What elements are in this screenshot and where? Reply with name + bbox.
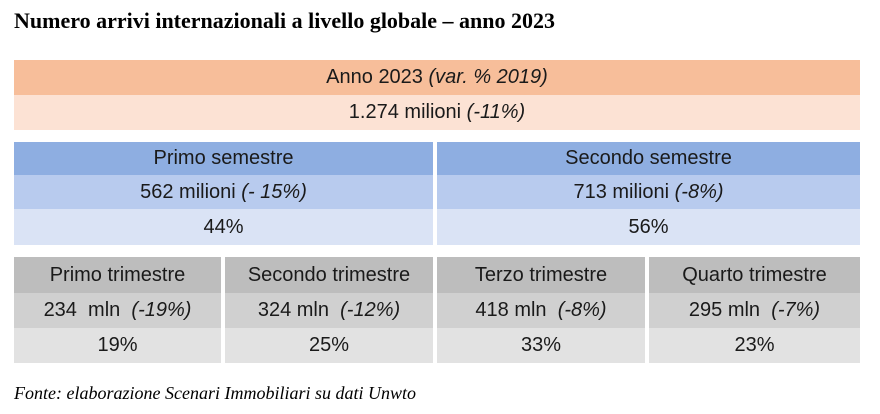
semester-1-change: (- 15%) <box>241 180 307 203</box>
quarter-3-change: (-8%) <box>557 299 607 321</box>
semester-2-share: 56% <box>628 215 669 238</box>
quarter-1-share: 19% <box>97 334 138 356</box>
semester-1-share: 44% <box>203 215 244 238</box>
quarter-2-value: 324 mln <box>257 299 329 321</box>
quarter-4-label: Quarto trimestre <box>682 263 827 286</box>
quarter-3-label: Terzo trimestre <box>474 263 608 286</box>
semester-1-share-cell: 44% <box>14 209 433 245</box>
quarter-4-share: 23% <box>734 334 775 356</box>
semester-2-change: (-8%) <box>674 180 724 203</box>
quarter-3-share: 33% <box>520 334 562 356</box>
year-total-cell: 1.274 milioni (-11%) <box>14 95 860 130</box>
semester-2-label: Secondo semestre <box>565 147 732 169</box>
quarter-4-value: 295 mln <box>688 299 761 321</box>
source-note: Fonte: elaborazione Scenari Immobiliari … <box>14 383 416 403</box>
quarter-4-header: Quarto trimestre <box>649 257 860 293</box>
quarter-2-value-cell: 324 mln (-12%) <box>225 293 433 328</box>
semester-1-header: Primo semestre <box>14 142 433 175</box>
quarter-1-change: (-19%) <box>131 299 192 321</box>
year-header-label: Anno 2023 <box>326 66 423 88</box>
quarter-1-label: Primo trimestre <box>49 263 186 286</box>
quarter-4-share-cell: 23% <box>649 328 860 363</box>
quarter-1-header: Primo trimestre <box>14 257 221 293</box>
quarter-3-share-cell: 33% <box>437 328 645 363</box>
semester-2-header: Secondo semestre <box>437 142 860 175</box>
quarter-2-share-cell: 25% <box>225 328 433 363</box>
quarter-1-share-cell: 19% <box>14 328 221 363</box>
semester-2-value-cell: 713 milioni (-8%) <box>437 175 860 209</box>
semester-2-share-cell: 56% <box>437 209 860 245</box>
quarter-3-header: Terzo trimestre <box>437 257 645 293</box>
year-total-change: (-11%) <box>466 101 526 123</box>
quarter-4-change: (-7%) <box>771 299 821 321</box>
semester-1-value-cell: 562 milioni (- 15%) <box>14 175 433 209</box>
quarter-1-value-cell: 234 mln (-19%) <box>14 293 221 328</box>
semester-1-label: Primo semestre <box>153 147 294 169</box>
quarter-2-header: Secondo trimestre <box>225 257 433 293</box>
year-header-note: (var. % 2019) <box>428 66 548 88</box>
quarter-3-value-cell: 418 mln (-8%) <box>437 293 645 328</box>
year-header-cell: Anno 2023 (var. % 2019) <box>14 60 860 95</box>
page-title: Numero arrivi internazionali a livello g… <box>14 8 556 33</box>
quarter-2-change: (-12%) <box>340 299 401 321</box>
quarter-1-value: 234 mln <box>43 299 121 321</box>
semester-2-value: 713 milioni <box>573 180 670 203</box>
quarter-2-label: Secondo trimestre <box>247 263 411 286</box>
semester-1-value: 562 milioni <box>140 180 236 203</box>
year-total-value: 1.274 milioni <box>348 101 462 123</box>
quarter-3-value: 418 mln <box>475 299 547 321</box>
quarter-2-share: 25% <box>308 334 350 356</box>
quarter-4-value-cell: 295 mln (-7%) <box>649 293 860 328</box>
